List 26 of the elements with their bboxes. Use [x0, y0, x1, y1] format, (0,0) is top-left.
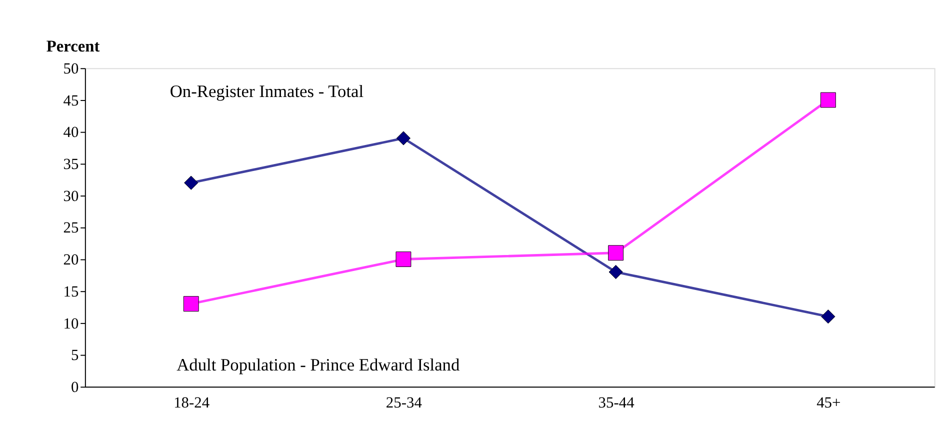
y-tick-label: 50: [63, 60, 79, 78]
point: [183, 296, 199, 312]
y-tick-label: 35: [63, 156, 79, 174]
y-tick-label: 10: [63, 315, 79, 332]
y-tick-label: 0: [70, 378, 79, 396]
y-tick-label: 25: [63, 220, 79, 237]
point: [820, 92, 836, 108]
y-tick-label: 20: [63, 252, 79, 269]
point: [608, 245, 624, 261]
text: On-Register Inmates - Total: [170, 82, 364, 102]
point: [821, 310, 836, 324]
point: [608, 264, 623, 280]
y-tick-label: 45: [63, 92, 79, 110]
x-tick-label: 35-44: [598, 394, 635, 412]
y-axis-title: Percent: [46, 36, 100, 56]
x-tick-label: 18-24: [174, 394, 210, 412]
x-tick-label: 45+: [816, 394, 841, 412]
point: [184, 176, 198, 190]
x-tick-label: 25-34: [386, 394, 422, 412]
y-tick-label: 15: [63, 283, 79, 300]
y-tick-label: 40: [63, 124, 79, 142]
point: [396, 252, 412, 267]
y-tick-label: 5: [70, 347, 79, 364]
point: [396, 131, 411, 146]
text: Adult Population - Prince Edward Island: [176, 355, 460, 374]
y-tick-label: 30: [63, 188, 79, 205]
